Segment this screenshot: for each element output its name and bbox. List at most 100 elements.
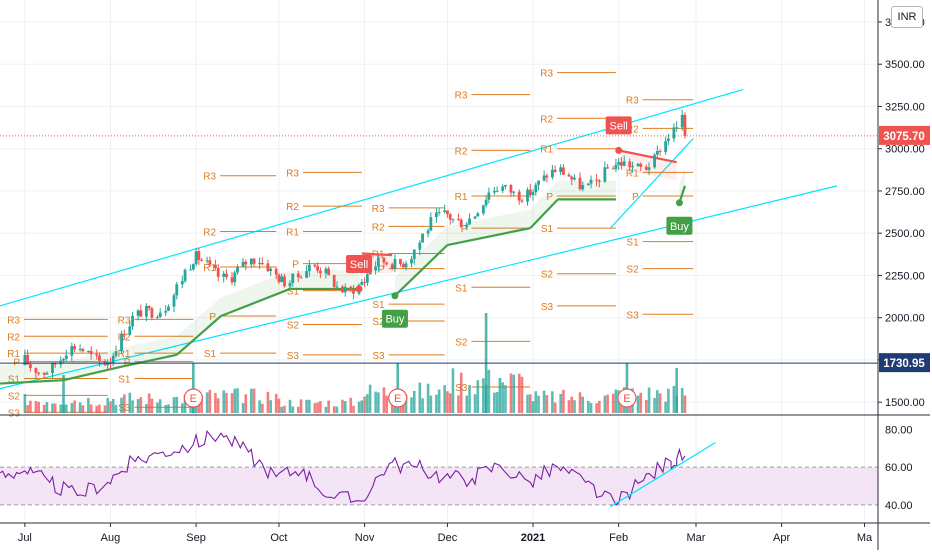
- volume-bar: [437, 389, 441, 413]
- candle-body: [70, 346, 74, 356]
- candle-body: [446, 210, 449, 215]
- volume-bar: [517, 373, 521, 413]
- volume-bar: [526, 394, 529, 413]
- candle-body: [45, 372, 49, 375]
- buy-dot: [675, 199, 683, 207]
- volume-bar: [504, 385, 507, 413]
- candle-body: [520, 200, 524, 202]
- candle-body: [249, 258, 253, 265]
- candle-body: [341, 286, 344, 293]
- volume-bar: [266, 391, 270, 413]
- candle-body: [451, 219, 455, 221]
- candle-body: [280, 276, 284, 283]
- volume-bar: [147, 393, 151, 413]
- volume-bar: [377, 392, 380, 413]
- candle-body: [208, 260, 212, 265]
- candle-body: [131, 315, 134, 327]
- pivot-label: S2: [372, 317, 385, 328]
- candle-body: [492, 191, 496, 193]
- time-tick-label: 2021: [521, 532, 545, 544]
- candle-body: [617, 162, 621, 165]
- volume-bar: [122, 394, 126, 413]
- candle-body: [98, 355, 101, 361]
- candle-body: [158, 312, 162, 318]
- volume-bar: [225, 392, 228, 413]
- volume-bar: [451, 368, 455, 413]
- currency-button[interactable]: INR: [891, 6, 923, 28]
- candle-body: [53, 363, 57, 365]
- volume-bar: [656, 390, 659, 413]
- candle-body: [382, 257, 386, 263]
- pivot-label: S1: [541, 224, 554, 235]
- price-tick-label: 3000.00: [885, 144, 925, 156]
- candle-body: [111, 355, 115, 364]
- volume-bar: [653, 397, 656, 413]
- volume-bar: [332, 406, 336, 413]
- pivot-label: S3: [8, 408, 21, 419]
- volume-bar: [542, 390, 546, 413]
- candle-body: [120, 333, 123, 352]
- volume-bar: [426, 383, 430, 413]
- pivot-label: R2: [7, 332, 20, 343]
- pivot-label: S3: [287, 351, 300, 362]
- rsi-tick-label: 80.00: [885, 424, 913, 436]
- pivot-label: S2: [8, 391, 21, 402]
- volume-bar: [313, 403, 317, 413]
- candle-body: [205, 260, 209, 262]
- volume-bar: [150, 398, 154, 413]
- candle-body: [324, 268, 328, 274]
- volume-bar: [34, 401, 38, 413]
- volume-bar: [208, 389, 212, 413]
- pivot-label: S1: [626, 238, 639, 249]
- volume-bar: [241, 403, 245, 413]
- candle-body: [495, 190, 499, 192]
- volume-bar: [51, 403, 54, 413]
- pivot-label: R3: [286, 168, 299, 179]
- candle-body: [51, 363, 54, 373]
- candle-body: [664, 141, 668, 152]
- volume-bar: [465, 395, 469, 413]
- price-tick-label: 2000.00: [885, 313, 925, 325]
- volume-bar: [305, 399, 308, 413]
- channel-lines: [0, 88, 837, 390]
- candle-body: [73, 346, 76, 350]
- volume-bar: [89, 404, 93, 413]
- candle-body: [620, 162, 623, 166]
- volume-bar: [443, 385, 446, 413]
- volume-bar: [250, 388, 253, 413]
- candle-body: [296, 273, 300, 278]
- pivot-label: R1: [626, 168, 639, 179]
- candle-body: [236, 267, 239, 273]
- buy-signal-label: Buy: [385, 314, 404, 326]
- candle-body: [647, 167, 651, 170]
- candle-body: [318, 270, 322, 274]
- candle-body: [501, 186, 505, 191]
- candle-body: [412, 249, 416, 259]
- candle-body: [429, 217, 433, 231]
- volume-bar: [244, 394, 248, 413]
- pivot-label: P: [461, 224, 468, 235]
- candle-body: [581, 185, 585, 190]
- volume-bar: [145, 403, 148, 413]
- volume-bar: [476, 380, 480, 413]
- pivot-label: R3: [455, 91, 468, 102]
- volume-bar: [167, 404, 170, 413]
- candle-body: [459, 219, 463, 228]
- volume-bar: [29, 400, 32, 413]
- candle-body: [258, 263, 262, 265]
- time-tick-label: Jul: [18, 532, 32, 544]
- volume-bar: [352, 405, 355, 413]
- candle-body: [305, 271, 308, 278]
- volume-bar: [509, 373, 513, 413]
- price-tick-label: 2500.00: [885, 228, 925, 240]
- volume-bar: [180, 403, 184, 413]
- candle-body: [666, 138, 670, 142]
- price-tick-label: 2750.00: [885, 186, 925, 198]
- volume-bar: [396, 363, 400, 413]
- candle-body: [335, 286, 339, 288]
- volume-bar: [366, 394, 369, 413]
- candle-body: [484, 199, 488, 206]
- candle-body: [393, 258, 397, 269]
